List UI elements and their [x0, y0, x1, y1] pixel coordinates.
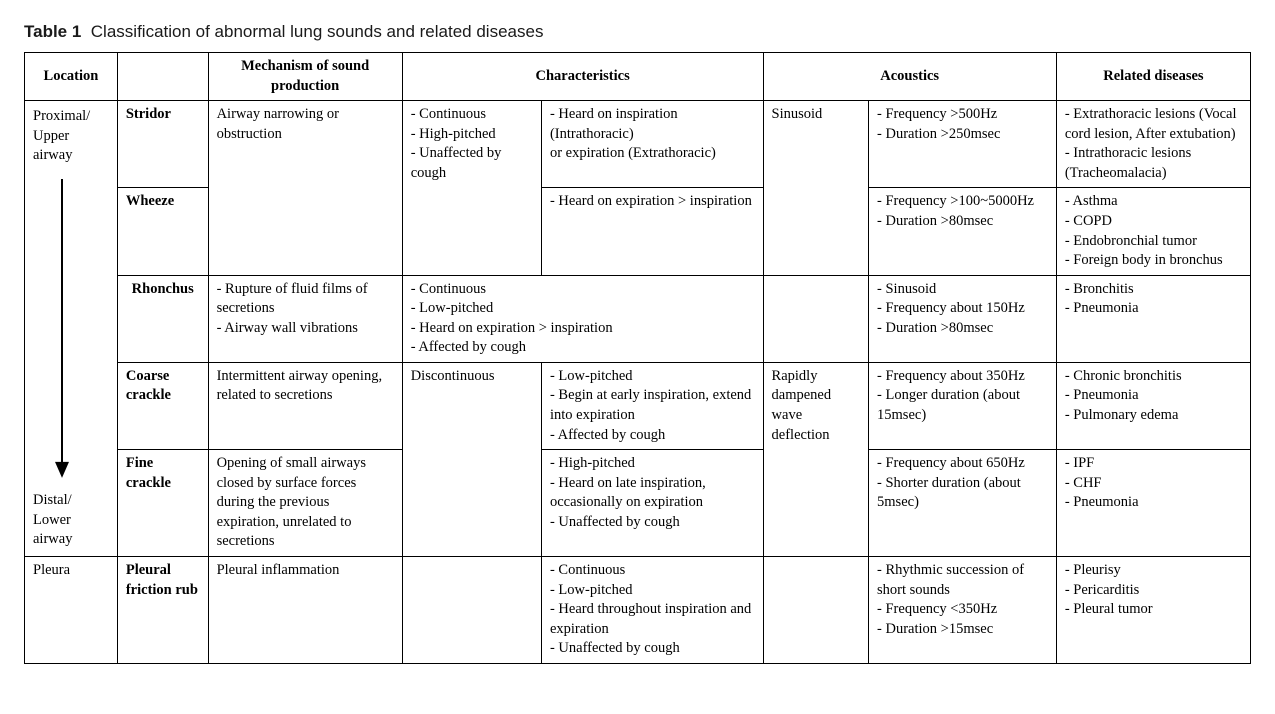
col-mechanism: Mechanism of sound production: [208, 53, 402, 101]
acoustics-b-cell: - Frequency >500Hz- Duration >250msec: [869, 101, 1057, 188]
col-location: Location: [25, 53, 118, 101]
lung-sounds-table: Location Mechanism of sound production C…: [24, 52, 1251, 664]
acoustics-b-cell: - Frequency about 650Hz- Shorter duratio…: [869, 450, 1057, 557]
related-cell: - Asthma- COPD- Endobronchial tumor- For…: [1056, 188, 1250, 275]
char-a-cell: - Continuous- High-pitched- Unaffected b…: [402, 101, 541, 276]
sound-name: Pleural friction rub: [117, 556, 208, 663]
acoustics-a-cell: Sinusoid: [763, 101, 869, 276]
table-row: Pleura Pleural friction rub Pleural infl…: [25, 556, 1251, 663]
caption-text: Classification of abnormal lung sounds a…: [91, 22, 544, 41]
arrow-down-icon: [53, 179, 71, 478]
col-characteristics: Characteristics: [402, 53, 763, 101]
sound-name: Rhonchus: [117, 275, 208, 362]
sound-name: Stridor: [117, 101, 208, 188]
related-cell: - Chronic bronchitis- Pneumonia- Pulmona…: [1056, 362, 1250, 449]
mechanism-cell: Airway narrowing or obstruction: [208, 101, 402, 276]
acoustics-a-cell: [763, 556, 869, 663]
acoustics-b-cell: - Frequency about 350Hz- Longer duration…: [869, 362, 1057, 449]
mechanism-cell: Opening of small airways closed by surfa…: [208, 450, 402, 557]
acoustics-a-cell: Rapidly dampened wave deflection: [763, 362, 869, 556]
table-caption: Table 1 Classification of abnormal lung …: [24, 22, 1251, 42]
table-row: Fine crackle Opening of small airways cl…: [25, 450, 1251, 557]
char-b-cell: - High-pitched- Heard on late inspiratio…: [541, 450, 763, 557]
table-row: Coarse crackle Intermittent airway openi…: [25, 362, 1251, 449]
location-pleura: Pleura: [25, 556, 118, 663]
table-row: Rhonchus - Rupture of fluid films of sec…: [25, 275, 1251, 362]
related-cell: - Bronchitis- Pneumonia: [1056, 275, 1250, 362]
sound-name: Fine crackle: [117, 450, 208, 557]
caption-label: Table 1: [24, 22, 81, 41]
acoustics-b-cell: - Frequency >100~5000Hz- Duration >80mse…: [869, 188, 1057, 275]
char-b-cell: - Continuous- Low-pitched- Heard through…: [541, 556, 763, 663]
location-distal: Distal/Lowerairway: [33, 491, 111, 550]
acoustics-b-cell: - Sinusoid- Frequency about 150Hz- Durat…: [869, 275, 1057, 362]
related-cell: - IPF- CHF- Pneumonia: [1056, 450, 1250, 557]
location-airway-cell: Proximal/Upperairway Distal/Lowerairway: [25, 101, 118, 557]
col-acoustics: Acoustics: [763, 53, 1056, 101]
mechanism-cell: - Rupture of fluid films of secretions- …: [208, 275, 402, 362]
sound-name: Coarse crackle: [117, 362, 208, 449]
related-cell: - Pleurisy- Pericarditis- Pleural tumor: [1056, 556, 1250, 663]
sound-name: Wheeze: [117, 188, 208, 275]
acoustics-a-cell: [763, 275, 869, 362]
char-a-cell: [402, 556, 541, 663]
acoustics-b-cell: - Rhythmic succession of short sounds- F…: [869, 556, 1057, 663]
col-blank: [117, 53, 208, 101]
location-proximal: Proximal/Upperairway: [33, 107, 111, 166]
char-cell: - Continuous- Low-pitched- Heard on expi…: [402, 275, 763, 362]
mechanism-cell: Pleural inflammation: [208, 556, 402, 663]
char-b-cell: - Heard on expiration > inspiration: [541, 188, 763, 275]
char-b-cell: - Low-pitched- Begin at early inspiratio…: [541, 362, 763, 449]
char-a-cell: Discontinuous: [402, 362, 541, 556]
char-b-cell: - Heard on inspiration (Intrathoracic)or…: [541, 101, 763, 188]
related-cell: - Extrathoracic lesions (Vocal cord lesi…: [1056, 101, 1250, 188]
mechanism-cell: Intermittent airway opening, related to …: [208, 362, 402, 449]
col-related: Related diseases: [1056, 53, 1250, 101]
table-row: Proximal/Upperairway Distal/Lowerairway …: [25, 101, 1251, 188]
table-header-row: Location Mechanism of sound production C…: [25, 53, 1251, 101]
